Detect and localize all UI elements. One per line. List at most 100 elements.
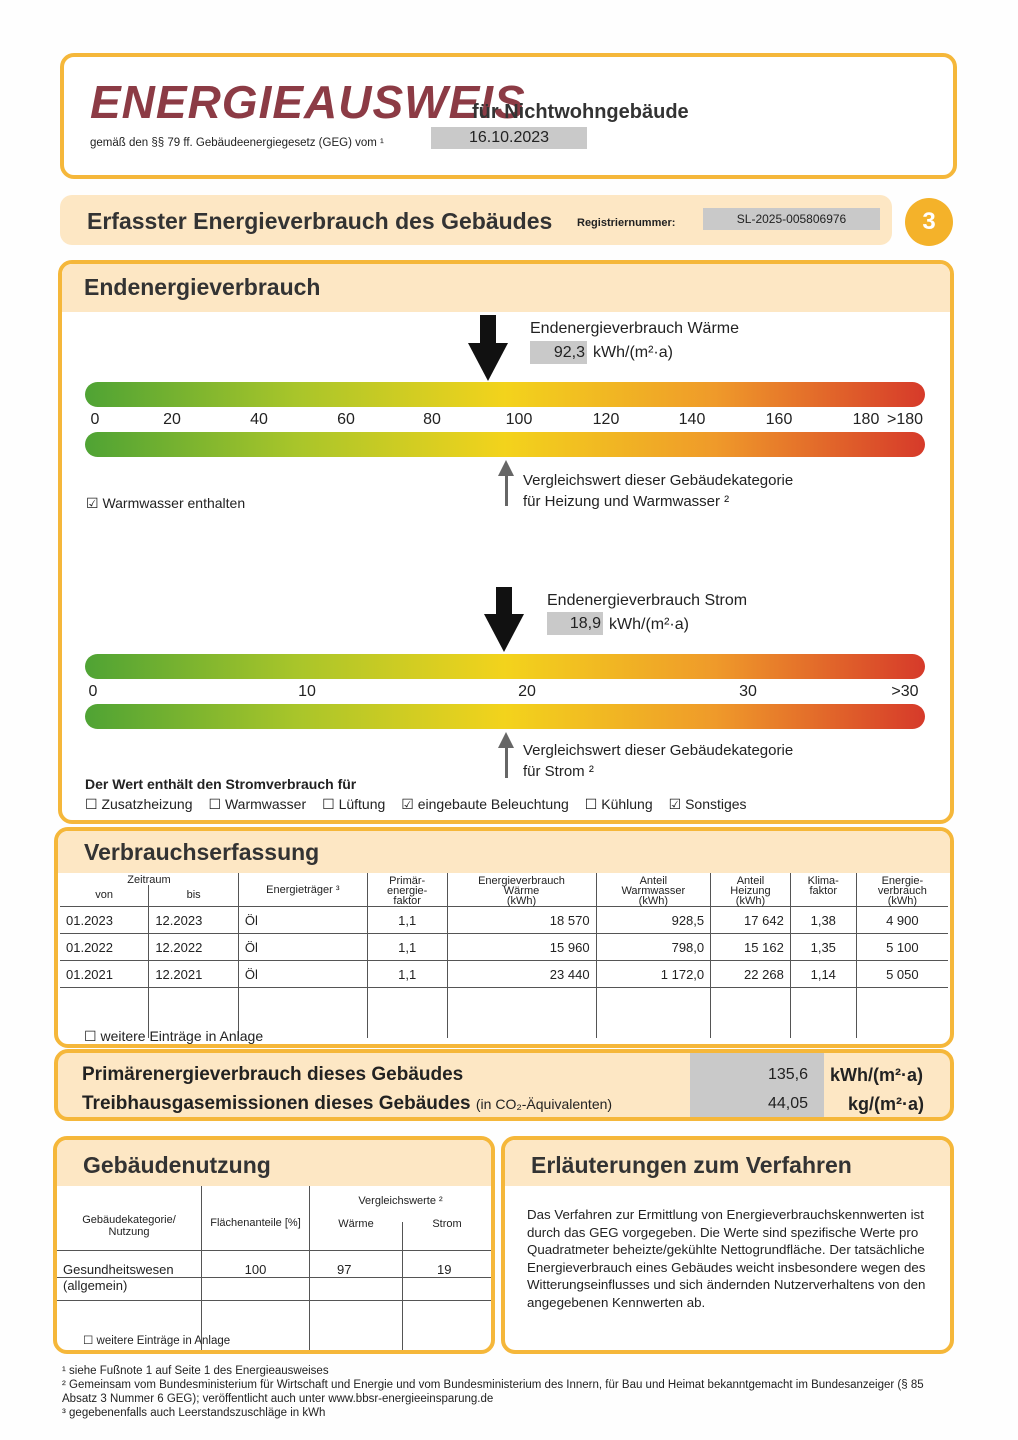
page-number-badge: 3 xyxy=(905,198,953,246)
document-title: ENERGIEAUSWEIS xyxy=(90,76,526,128)
th-ww: Anteil Warmwasser (kWh) xyxy=(595,873,711,907)
strom-include-label: Lüftung xyxy=(338,796,386,812)
primaer-label: Primärenergieverbrauch dieses Gebäudes xyxy=(82,1064,464,1085)
nutzung-more-label: weitere Einträge in Anlage xyxy=(96,1335,231,1347)
table-cell: 1,1 xyxy=(366,933,447,961)
waerme-compare-stem xyxy=(505,474,508,506)
waerme-compare-arrow-up-icon xyxy=(498,460,514,476)
th-von: von xyxy=(95,889,114,902)
waerme-tick: 160 xyxy=(765,411,793,428)
waerme-compare-line1: Vergleichswert dieser Gebäudekategorie xyxy=(523,472,794,489)
waerme-scale-bottom xyxy=(85,432,925,457)
table-cell: 928,5 xyxy=(595,906,711,934)
primaer-box: Primärenergieverbrauch dieses Gebäudes T… xyxy=(54,1049,954,1121)
table-cell: 23 440 xyxy=(446,960,597,988)
nutzung-more-checkbox[interactable]: ☐ weitere Einträge in Anlage xyxy=(83,1335,231,1347)
table-cell: 01.2022 xyxy=(60,933,149,961)
strom-includes-label: Der Wert enthält den Stromverbrauch für xyxy=(85,776,357,792)
primaer-unit: kWh/(m²·a) xyxy=(830,1065,923,1085)
strom-scale-bottom xyxy=(85,704,925,729)
waerme-tick: 80 xyxy=(423,411,441,428)
erlaeuterung-title: Erläuterungen zum Verfahren xyxy=(531,1152,852,1178)
section-title: Erfasster Energieverbrauch des Gebäudes xyxy=(87,208,553,234)
waerme-arrow-stem xyxy=(480,315,496,345)
strom-label: Endenergieverbrauch Strom xyxy=(547,592,748,609)
th-ev-waerme: Energieverbrauch Wärme (kWh) xyxy=(446,873,597,907)
waerme-tick: 120 xyxy=(592,411,620,428)
waerme-scale-top xyxy=(85,382,925,407)
waerme-tick: 60 xyxy=(337,411,355,428)
kategorie-value: Gesundheitswesen xyxy=(63,1262,174,1277)
th-kategorie: Gebäudekategorie/ Nutzung xyxy=(82,1214,176,1238)
waerme-value: 92,3 xyxy=(530,341,587,364)
strom-arrow-down-icon xyxy=(484,614,524,652)
strom-tick: 20 xyxy=(518,683,536,700)
footnote-3: ³ gegebenenfalls auch Leerstandszuschläg… xyxy=(62,1407,326,1419)
th-waerme: Wärme xyxy=(338,1218,374,1230)
table-cell: 4 900 xyxy=(855,906,948,934)
strom-compare-line1: Vergleichswert dieser Gebäudekategorie xyxy=(523,742,794,759)
waerme-tick: 180 xyxy=(852,411,880,428)
strom-include-checkbox[interactable]: ☐ Kühlung xyxy=(584,796,653,812)
table-cell: 12.2023 xyxy=(148,906,239,934)
waerme-tick: 0 xyxy=(90,411,100,428)
strom-include-label: Warmwasser xyxy=(224,796,307,812)
waerme-compare-line2: für Heizung und Warmwasser ² xyxy=(523,493,730,510)
strom-include-checkbox[interactable]: ☐ Warmwasser xyxy=(208,796,307,812)
warmwasser-checkbox[interactable]: ☑ Warmwasser enthalten xyxy=(86,495,246,511)
reg-label: Registriernummer: xyxy=(577,217,676,229)
strom-compare-value: 19 xyxy=(437,1262,452,1277)
footnote-1: ¹ siehe Fußnote 1 auf Seite 1 des Energi… xyxy=(62,1365,329,1377)
verbrauch-box: Verbrauchserfassung Zeitraum Energieträg… xyxy=(54,827,954,1048)
header-box: ENERGIEAUSWEIS für Nichtwohngebäude gemä… xyxy=(60,53,957,179)
th-klima: Klima- faktor xyxy=(789,873,857,907)
waerme-tick: 100 xyxy=(505,411,533,428)
kategorie-value-2: (allgemein) xyxy=(63,1278,128,1293)
geg-date: 16.10.2023 xyxy=(431,127,587,149)
erlaeuterung-text: Das Verfahren zur Ermittlung von Energie… xyxy=(527,1207,926,1310)
th-flaeche: Flächenanteile [%] xyxy=(210,1217,301,1229)
table-cell: 1 172,0 xyxy=(595,960,711,988)
table-cell: 15 162 xyxy=(710,933,791,961)
strom-compare-stem xyxy=(505,746,508,778)
table-cell: 12.2021 xyxy=(148,960,239,988)
verbrauch-more-checkbox[interactable]: ☐ weitere Einträge in Anlage xyxy=(84,1028,264,1044)
table-cell: 1,1 xyxy=(366,960,447,988)
endenergie-title: Endenergieverbrauch xyxy=(84,274,321,300)
waerme-label: Endenergieverbrauch Wärme xyxy=(530,320,739,337)
reg-number: SL-2025-005806976 xyxy=(703,208,880,230)
strom-tick: >30 xyxy=(891,683,919,700)
th-ev: Energie- verbrauch (kWh) xyxy=(855,873,948,907)
strom-value: 18,9 xyxy=(547,612,603,635)
strom-include-label: Zusatzheizung xyxy=(101,796,193,812)
th-traeger: Energieträger ³ xyxy=(237,873,368,907)
table-cell: Öl xyxy=(237,906,368,934)
strom-include-label: eingebaute Beleuchtung xyxy=(417,796,569,812)
th-pef: Primär- energie- faktor xyxy=(366,873,447,907)
document-subtitle: für Nichtwohngebäude xyxy=(472,101,689,123)
strom-include-label: Kühlung xyxy=(601,796,653,812)
strom-include-checkbox[interactable]: ☑ eingebaute Beleuchtung xyxy=(401,796,569,812)
strom-include-checkbox[interactable]: ☑ Sonstiges xyxy=(668,796,747,812)
strom-arrow-stem xyxy=(496,587,512,617)
strom-tick: 10 xyxy=(298,683,316,700)
strom-include-checkbox[interactable]: ☐ Zusatzheizung xyxy=(85,796,193,812)
thg-value: 44,05 xyxy=(767,1095,808,1112)
table-cell: 01.2023 xyxy=(60,906,149,934)
table-cell: Öl xyxy=(237,960,368,988)
section-bar: Erfasster Energieverbrauch des Gebäudes … xyxy=(60,195,892,245)
table-cell: 1,38 xyxy=(789,906,857,934)
strom-include-checkbox[interactable]: ☐ Lüftung xyxy=(322,796,386,812)
waerme-tick: 20 xyxy=(163,411,181,428)
waerme-compare-value: 97 xyxy=(337,1262,352,1277)
strom-scale-top xyxy=(85,654,925,679)
erlaeuterung-box: Erläuterungen zum Verfahren Das Verfahre… xyxy=(501,1136,954,1354)
strom-include-label: Sonstiges xyxy=(685,796,747,812)
table-cell: Öl xyxy=(237,933,368,961)
footnote-2: ² Gemeinsam vom Bundesministerium für Wi… xyxy=(62,1379,924,1405)
th-zeitraum: Zeitraum xyxy=(127,873,171,886)
table-cell: 22 268 xyxy=(710,960,791,988)
legal-basis: gemäß den §§ 79 ff. Gebäudeenergiegesetz… xyxy=(90,137,384,149)
waerme-tick: 140 xyxy=(678,411,706,428)
